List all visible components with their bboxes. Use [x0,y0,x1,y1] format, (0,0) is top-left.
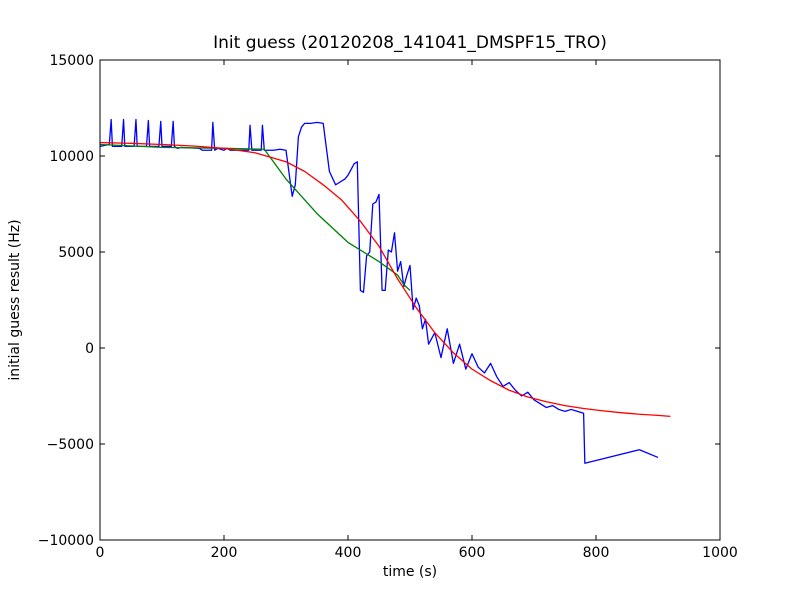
x-tick-label: 200 [211,545,238,561]
x-tick-label: 800 [583,545,610,561]
x-tick-label: 0 [96,545,105,561]
x-tick-label: 600 [459,545,486,561]
series-line-3 [100,141,671,417]
x-tick-label: 400 [335,545,362,561]
x-tick-label: 1000 [702,545,738,561]
y-tick-label: 0 [85,341,94,357]
plot-area [99,59,721,541]
axis-ticks: 0 200 400 600 800 1000 −10000 −5000 0 5000 10000 15… [38,53,738,561]
y-axis-label: initial guess result (Hz) [7,219,23,380]
y-tick-label: 5000 [58,245,94,261]
chart-title: Init guess (20120208_141041_DMSPF15_TRO) [213,33,607,53]
series-line-1 [100,118,659,464]
plot-frame [99,59,721,541]
series-line-2 [100,143,411,291]
y-tick-label: −10000 [38,533,94,549]
y-tick-label: −5000 [47,437,94,453]
y-tick-label: 10000 [49,149,94,165]
y-tick-label: 15000 [49,53,94,69]
x-axis-label: time (s) [383,564,437,580]
